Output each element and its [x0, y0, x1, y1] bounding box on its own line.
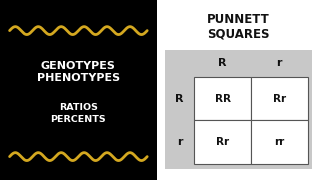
Bar	[0, 0, 157, 180]
Text: Rr: Rr	[273, 94, 286, 104]
Text: RATIOS
PERCENTS: RATIOS PERCENTS	[51, 103, 106, 124]
Bar	[194, 120, 251, 165]
Text: Rr: Rr	[216, 138, 229, 147]
Text: r: r	[276, 58, 282, 68]
Text: R: R	[218, 58, 227, 68]
Text: rr: rr	[274, 138, 284, 147]
Bar	[251, 120, 308, 165]
Bar	[194, 76, 251, 120]
Text: R: R	[175, 94, 184, 104]
Text: PUNNETT
SQUARES: PUNNETT SQUARES	[207, 13, 270, 40]
Text: RR: RR	[215, 94, 231, 104]
Text: r: r	[177, 138, 182, 147]
Text: GENOTYPES
PHENOTYPES: GENOTYPES PHENOTYPES	[37, 61, 120, 83]
Bar	[157, 0, 320, 180]
Bar	[251, 76, 308, 120]
Bar	[165, 50, 312, 169]
